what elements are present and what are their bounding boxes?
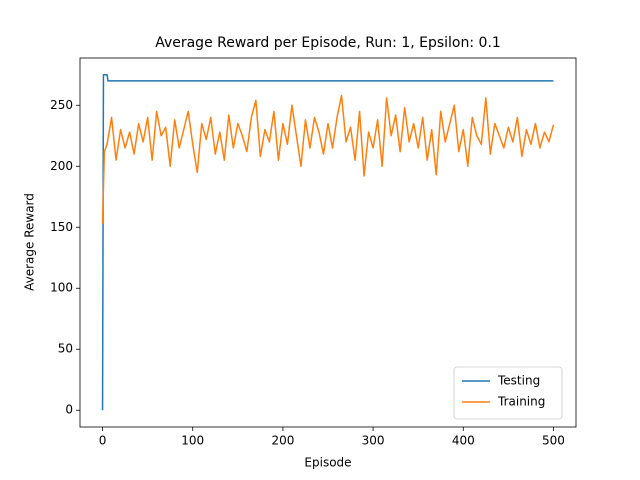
plot-frame	[79, 57, 577, 428]
series-line	[101, 94, 555, 224]
y-tick-label: 150	[50, 220, 73, 234]
y-tick-label: 100	[50, 281, 73, 295]
y-tick-label: 0	[65, 403, 73, 417]
legend-box	[453, 366, 563, 420]
x-tick-label: 200	[271, 434, 294, 448]
y-tick-label: 50	[58, 342, 73, 356]
x-axis-label: Episode	[304, 456, 351, 470]
y-axis-label: Average Reward	[23, 193, 37, 291]
x-tick-label: 0	[99, 434, 107, 448]
x-tick-label: 300	[362, 434, 385, 448]
legend-label: Training	[497, 395, 545, 409]
x-tick-label: 100	[181, 434, 204, 448]
y-tick-label: 200	[50, 159, 73, 173]
x-tick-label: 400	[452, 434, 475, 448]
x-tick-label: 500	[542, 434, 565, 448]
y-tick-label: 250	[50, 98, 73, 112]
legend-label: Testing	[497, 374, 540, 388]
chart-title: Average Reward per Episode, Run: 1, Epsi…	[155, 35, 501, 51]
